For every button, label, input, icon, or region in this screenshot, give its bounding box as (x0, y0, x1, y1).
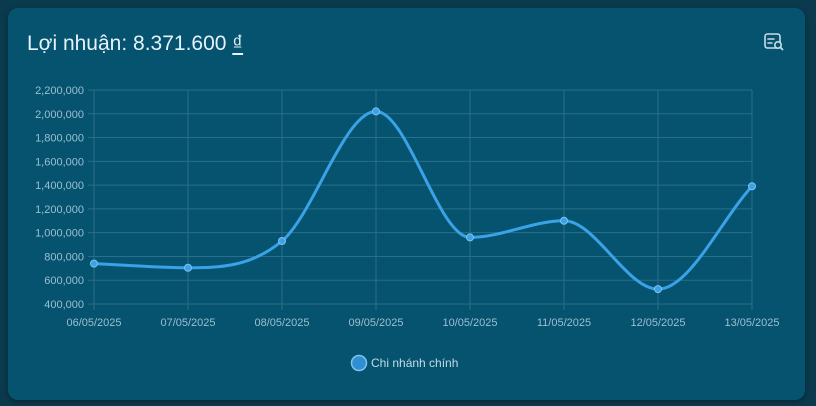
x-tick-label: 10/05/2025 (442, 317, 497, 329)
x-tick-label: 12/05/2025 (630, 317, 685, 329)
y-tick-label: 1,600,000 (35, 156, 84, 168)
data-point[interactable] (560, 216, 568, 225)
x-axis-ticks: 06/05/2025 07/05/2025 08/05/2025 09/05/2025… (66, 317, 779, 329)
data-point[interactable] (654, 285, 662, 294)
y-axis-ticks: 400,000 600,000 800,000 1,000,000 1,200,000 1… (35, 85, 84, 311)
legend[interactable]: Chi nhánh chính (350, 354, 459, 372)
y-tick-label: 2,000,000 (35, 109, 84, 121)
y-tick-label: 1,200,000 (35, 204, 84, 216)
y-tick-label: 1,800,000 (35, 133, 84, 145)
y-tick-label: 800,000 (44, 251, 84, 263)
legend-marker[interactable] (350, 354, 368, 372)
data-point[interactable] (278, 236, 286, 245)
x-tick-label: 09/05/2025 (348, 317, 403, 329)
chart-title: Lợi nhuận: 8.371.600 ₫ (27, 32, 243, 56)
zoom-button[interactable] (762, 30, 786, 54)
data-point[interactable] (184, 263, 192, 272)
y-tick-label: 2,200,000 (35, 85, 84, 97)
y-tick-label: 600,000 (44, 275, 84, 287)
y-tick-label: 1,400,000 (35, 180, 84, 192)
data-point[interactable] (466, 233, 474, 242)
x-tick-label: 08/05/2025 (254, 317, 309, 329)
data-point[interactable] (372, 107, 380, 116)
legend-label[interactable]: Chi nhánh chính (371, 356, 458, 370)
profit-chart-card: Lợi nhuận: 8.371.600 ₫ (8, 8, 805, 400)
chart-title-value: 8.371.600 (133, 32, 227, 55)
data-point[interactable] (90, 259, 98, 268)
x-tick-label: 13/05/2025 (724, 317, 779, 329)
series-line (93, 109, 754, 291)
x-tick-label: 07/05/2025 (160, 317, 215, 329)
y-tick-label: 400,000 (44, 299, 84, 311)
grid-lines (88, 89, 753, 310)
data-point[interactable] (748, 182, 756, 191)
y-tick-label: 1,000,000 (35, 228, 84, 240)
series-layer (90, 107, 756, 294)
search-document-icon (764, 33, 784, 51)
chart-title-currency: ₫ (232, 32, 244, 55)
x-tick-label: 06/05/2025 (66, 317, 121, 329)
chart-title-prefix: Lợi nhuận: (27, 32, 134, 55)
x-tick-label: 11/05/2025 (537, 317, 591, 329)
